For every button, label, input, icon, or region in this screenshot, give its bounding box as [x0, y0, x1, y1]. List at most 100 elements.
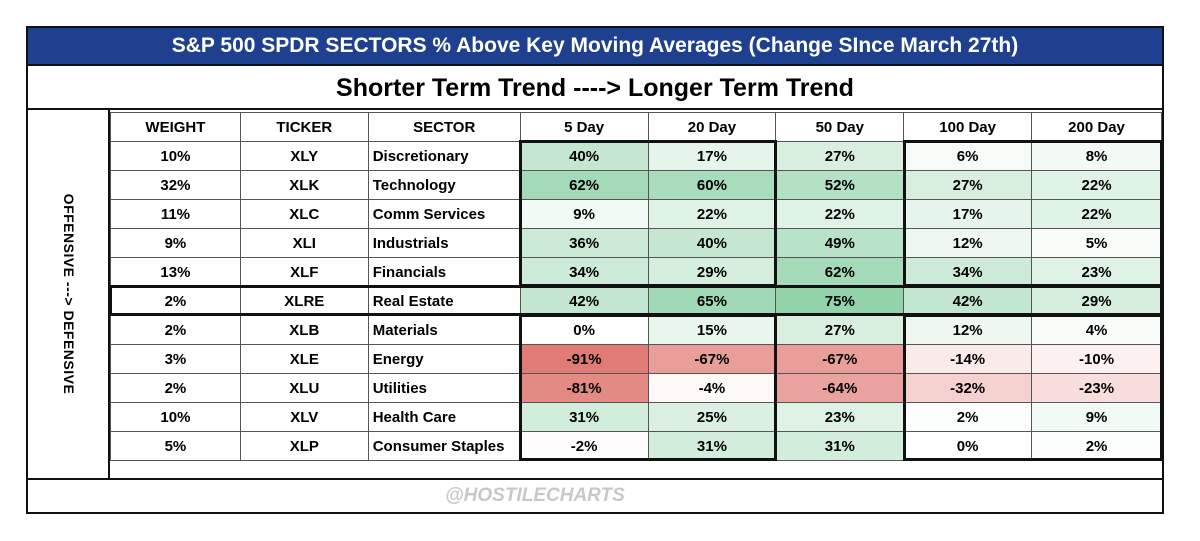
day5-cell: -81%: [519, 373, 649, 403]
table-row: 5% XLP Consumer Staples -2% 31% 31% 0% 2%: [110, 431, 1162, 461]
day200-cell: 9%: [1031, 402, 1162, 432]
table-row: 10% XLV Health Care 31% 25% 23% 2% 9%: [110, 402, 1162, 432]
sector-cell: Industrials: [367, 228, 521, 258]
ticker-cell: XLF: [239, 257, 369, 287]
table-row: 2% XLB Materials 0% 15% 27% 12% 4%: [110, 315, 1162, 345]
sector-cell: Energy: [367, 344, 521, 374]
weight-cell: 32%: [110, 170, 241, 200]
day50-cell: 62%: [775, 257, 905, 287]
table-row: 13% XLF Financials 34% 29% 62% 34% 23%: [110, 257, 1162, 287]
day100-cell: 42%: [903, 286, 1033, 316]
day50-cell: 52%: [775, 170, 905, 200]
ticker-cell: XLC: [239, 199, 369, 229]
day200-cell: 22%: [1031, 170, 1162, 200]
day100-cell: 12%: [903, 228, 1033, 258]
day20-cell: 17%: [647, 141, 777, 171]
column-header: 100 Day: [903, 112, 1033, 142]
footer: @HOSTILECHARTS: [28, 478, 1162, 512]
day200-cell: 29%: [1031, 286, 1162, 316]
day50-cell: 49%: [775, 228, 905, 258]
day5-cell: 31%: [519, 402, 649, 432]
table-row: 2% XLU Utilities -81% -4% -64% -32% -23%: [110, 373, 1162, 403]
sector-cell: Health Care: [367, 402, 521, 432]
column-header: 50 Day: [775, 112, 905, 142]
day200-cell: 4%: [1031, 315, 1162, 345]
table-row: 2% XLRE Real Estate 42% 65% 75% 42% 29%: [110, 286, 1162, 316]
ticker-cell: XLI: [239, 228, 369, 258]
ticker-cell: XLP: [239, 431, 369, 461]
table-row: 11% XLC Comm Services 9% 22% 22% 17% 22%: [110, 199, 1162, 229]
day50-cell: 23%: [775, 402, 905, 432]
day100-cell: -32%: [903, 373, 1033, 403]
day50-cell: -64%: [775, 373, 905, 403]
trend-subtitle: Shorter Term Trend ----> Longer Term Tre…: [28, 66, 1162, 110]
day20-cell: 31%: [647, 431, 777, 461]
ticker-cell: XLV: [239, 402, 369, 432]
day20-cell: 65%: [647, 286, 777, 316]
day50-cell: 75%: [775, 286, 905, 316]
day100-cell: 2%: [903, 402, 1033, 432]
day5-cell: -2%: [519, 431, 649, 461]
weight-cell: 10%: [110, 141, 241, 171]
day20-cell: 29%: [647, 257, 777, 287]
weight-cell: 9%: [110, 228, 241, 258]
day20-cell: 25%: [647, 402, 777, 432]
day200-cell: 23%: [1031, 257, 1162, 287]
weight-cell: 2%: [110, 315, 241, 345]
day5-cell: 36%: [519, 228, 649, 258]
table-row: 10% XLY Discretionary 40% 17% 27% 6% 8%: [110, 141, 1162, 171]
day50-cell: 27%: [775, 315, 905, 345]
weight-cell: 11%: [110, 199, 241, 229]
day20-cell: 60%: [647, 170, 777, 200]
day5-cell: 34%: [519, 257, 649, 287]
day5-cell: 0%: [519, 315, 649, 345]
weight-cell: 2%: [110, 286, 241, 316]
day100-cell: -14%: [903, 344, 1033, 374]
weight-cell: 3%: [110, 344, 241, 374]
ticker-cell: XLE: [239, 344, 369, 374]
heatmap-table-frame: S&P 500 SPDR SECTORS % Above Key Moving …: [26, 26, 1164, 514]
sector-cell: Comm Services: [367, 199, 521, 229]
day200-cell: 2%: [1031, 431, 1162, 461]
day200-cell: -10%: [1031, 344, 1162, 374]
weight-cell: 2%: [110, 373, 241, 403]
column-header: SECTOR: [367, 112, 521, 142]
column-header: 20 Day: [647, 112, 777, 142]
sector-cell: Materials: [367, 315, 521, 345]
day100-cell: 27%: [903, 170, 1033, 200]
side-axis-label: OFFENSIVE ---> DEFENSIVE: [28, 110, 110, 478]
weight-cell: 10%: [110, 402, 241, 432]
day200-cell: -23%: [1031, 373, 1162, 403]
day20-cell: 15%: [647, 315, 777, 345]
ticker-cell: XLB: [239, 315, 369, 345]
day200-cell: 8%: [1031, 141, 1162, 171]
side-label-text: OFFENSIVE ---> DEFENSIVE: [61, 193, 77, 395]
sector-cell: Real Estate: [367, 286, 521, 316]
sector-cell: Discretionary: [367, 141, 521, 171]
column-header: 200 Day: [1031, 112, 1162, 142]
header-row: WEIGHT TICKER SECTOR 5 Day 20 Day 50 Day 100 D…: [110, 112, 1162, 142]
day100-cell: 12%: [903, 315, 1033, 345]
day5-cell: -91%: [519, 344, 649, 374]
day5-cell: 40%: [519, 141, 649, 171]
day20-cell: -67%: [647, 344, 777, 374]
weight-cell: 13%: [110, 257, 241, 287]
day50-cell: -67%: [775, 344, 905, 374]
day100-cell: 6%: [903, 141, 1033, 171]
watermark: @HOSTILECHARTS: [445, 485, 625, 506]
day5-cell: 9%: [519, 199, 649, 229]
ticker-cell: XLY: [239, 141, 369, 171]
sector-cell: Consumer Staples: [367, 431, 521, 461]
day50-cell: 31%: [775, 431, 905, 461]
table-row: 32% XLK Technology 62% 60% 52% 27% 22%: [110, 170, 1162, 200]
sector-cell: Financials: [367, 257, 521, 287]
day50-cell: 27%: [775, 141, 905, 171]
sector-cell: Utilities: [367, 373, 521, 403]
sector-table: WEIGHT TICKER SECTOR 5 Day 20 Day 50 Day 100 D…: [110, 112, 1162, 461]
day20-cell: 40%: [647, 228, 777, 258]
day5-cell: 62%: [519, 170, 649, 200]
column-header: WEIGHT: [110, 112, 241, 142]
day20-cell: -4%: [647, 373, 777, 403]
day5-cell: 42%: [519, 286, 649, 316]
sector-cell: Technology: [367, 170, 521, 200]
